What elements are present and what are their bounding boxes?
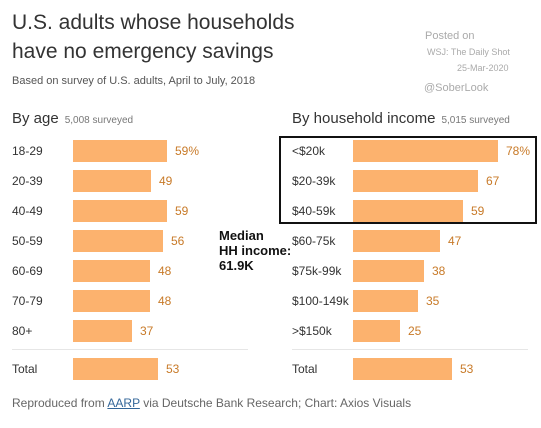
- income-bar: [353, 200, 463, 222]
- age-bar: [73, 358, 158, 380]
- income-row-5: $100-149k 35: [292, 290, 532, 312]
- age-row-total: Total 53: [12, 358, 252, 380]
- income-value-label: 35: [426, 294, 440, 308]
- aarp-link[interactable]: AARP: [107, 396, 140, 410]
- income-bar: [353, 358, 452, 380]
- income-row-4: $75k-99k 38: [292, 260, 532, 282]
- age-row-4: 60-69 48: [12, 260, 252, 282]
- highlight-box-low-income: [279, 136, 537, 224]
- age-bar: [73, 140, 167, 162]
- income-category-label: <$20k: [292, 144, 326, 158]
- age-bar: [73, 320, 132, 342]
- age-value-label: 59: [175, 204, 189, 218]
- age-category-label: Total: [12, 362, 38, 376]
- age-row-6: 80+ 37: [12, 320, 252, 342]
- age-row-2: 40-49 59: [12, 200, 252, 222]
- income-value-label: 53: [460, 362, 474, 376]
- age-row-5: 70-79 48: [12, 290, 252, 312]
- income-bar: [353, 260, 424, 282]
- income-value-label: 78%: [506, 144, 531, 158]
- income-category-label: $20-39k: [292, 174, 336, 188]
- age-bar: [73, 260, 150, 282]
- age-category-label: 80+: [12, 324, 33, 338]
- chart-subtitle: Based on survey of U.S. adults, April to…: [12, 75, 256, 87]
- handle-watermark: @SoberLook: [424, 82, 489, 94]
- income-bar: [353, 290, 418, 312]
- income-value-label: 38: [432, 264, 446, 278]
- income-bar: [353, 170, 478, 192]
- age-panel-title: By age 5,008 surveyed: [12, 110, 133, 127]
- income-row-3: $60-75k 47: [292, 230, 532, 252]
- callout-line-3: 61.9K: [219, 258, 254, 273]
- income-category-label: >$150k: [292, 324, 332, 338]
- posted-watermark: Posted on WSJ: The Daily Shot 25-Mar-202…: [425, 28, 510, 76]
- income-bar: [353, 230, 440, 252]
- posted-line-3: 25-Mar-2020: [457, 63, 509, 73]
- age-category-label: 40-49: [12, 204, 43, 218]
- age-value-label: 48: [158, 294, 172, 308]
- income-panel-survey-count: 5,015 surveyed: [441, 115, 510, 126]
- source-footer: Reproduced from AARP via Deutsche Bank R…: [12, 396, 411, 410]
- posted-line-2: WSJ: The Daily Shot: [427, 47, 510, 57]
- income-bar: [353, 320, 400, 342]
- income-panel-title: By household income 5,015 surveyed: [292, 110, 510, 127]
- title-line-1: U.S. adults whose households: [12, 11, 295, 34]
- age-bar: [73, 230, 163, 252]
- age-category-label: 20-39: [12, 174, 43, 188]
- median-income-callout: Median HH income: 61.9K: [219, 228, 291, 273]
- income-category-label: $40-59k: [292, 204, 336, 218]
- income-total-divider: [292, 349, 528, 350]
- title-line-2: have no emergency savings: [12, 40, 274, 63]
- income-value-label: 47: [448, 234, 462, 248]
- income-row-1: $20-39k 67: [292, 170, 532, 192]
- age-bar: [73, 170, 151, 192]
- income-category-label: Total: [292, 362, 318, 376]
- age-value-label: 53: [166, 362, 180, 376]
- income-category-label: $100-149k: [292, 294, 349, 308]
- age-row-1: 20-39 49: [12, 170, 252, 192]
- age-category-label: 50-59: [12, 234, 43, 248]
- age-panel-survey-count: 5,008 surveyed: [64, 115, 134, 126]
- income-row-0: <$20k 78%: [292, 140, 532, 162]
- chart-title: U.S. adults whose households have no eme…: [12, 8, 295, 66]
- age-bar: [73, 290, 150, 312]
- age-category-label: 60-69: [12, 264, 43, 278]
- income-value-label: 25: [408, 324, 422, 338]
- income-row-2: $40-59k 59: [292, 200, 532, 222]
- income-row-total: Total 53: [292, 358, 532, 380]
- footer-suffix: via Deutsche Bank Research; Chart: Axios…: [139, 396, 412, 410]
- age-value-label: 56: [171, 234, 185, 248]
- age-value-label: 48: [158, 264, 172, 278]
- income-row-6: >$150k 25: [292, 320, 532, 342]
- age-bar: [73, 200, 167, 222]
- age-category-label: 18-29: [12, 144, 43, 158]
- footer-prefix: Reproduced from: [12, 396, 108, 410]
- income-panel-heading: By household income: [292, 110, 436, 127]
- posted-line-1: Posted on: [425, 30, 475, 42]
- income-category-label: $60-75k: [292, 234, 336, 248]
- callout-line-2: HH income:: [219, 243, 292, 258]
- age-value-label: 37: [140, 324, 154, 338]
- age-row-0: 18-29 59%: [12, 140, 252, 162]
- age-row-3: 50-59 56: [12, 230, 252, 252]
- age-panel-heading: By age: [12, 110, 59, 127]
- callout-line-1: Median: [219, 228, 264, 243]
- income-value-label: 67: [486, 174, 500, 188]
- age-value-label: 59%: [175, 144, 200, 158]
- income-value-label: 59: [471, 204, 485, 218]
- age-total-divider: [12, 349, 248, 350]
- income-bar: [353, 140, 498, 162]
- age-value-label: 49: [159, 174, 173, 188]
- income-category-label: $75k-99k: [292, 264, 342, 278]
- age-category-label: 70-79: [12, 294, 43, 308]
